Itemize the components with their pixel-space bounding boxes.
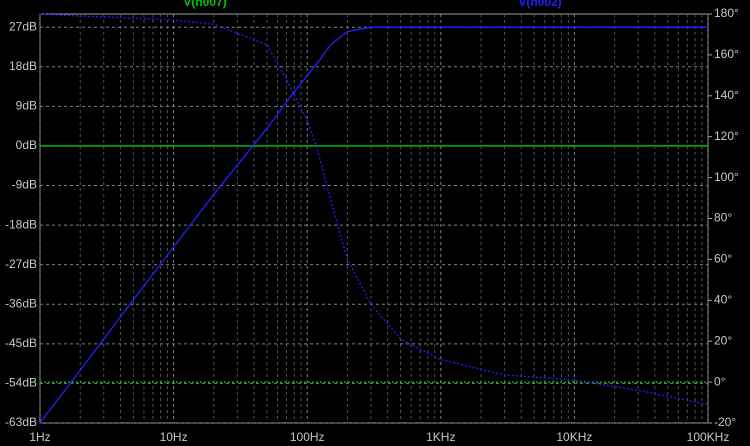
magnitude-line [39,26,708,424]
y2-tick-label: 40° [714,292,732,306]
y-tick-label: -54dB [5,376,37,390]
x-tick-label: 10KHz [556,430,592,444]
y2-tick-label: 80° [714,211,732,225]
y-tick-label: -63dB [5,415,37,429]
y2-tick-label: 120° [714,129,739,143]
y-tick-label: -27dB [5,257,37,271]
x-tick-label: 100Hz [290,430,325,444]
x-tick-label: 1KHz [426,430,455,444]
y2-tick-label: 160° [714,47,739,61]
y-tick-label: -45dB [5,336,37,350]
y-tick-label: 0dB [16,138,37,152]
x-tick-label: 10Hz [160,430,188,444]
y2-tick-label: 60° [714,252,732,266]
plot-frame [39,13,709,424]
phase-line [39,13,709,406]
y2-tick-label: 20° [714,333,732,347]
y-tick-label: 9dB [16,99,37,113]
legend-label: V(n007) [183,0,226,9]
x-tick-label: 100KHz [687,430,730,444]
y-tick-label: -9dB [12,178,37,192]
y2-tick-label: -20° [714,415,736,429]
y2-tick-label: 100° [714,170,739,184]
y2-tick-label: 0° [714,374,726,388]
x-tick-label: 1Hz [29,430,50,444]
y-tick-label: -36dB [5,296,37,310]
legend-label: V(n002) [518,0,561,9]
y2-tick-label: 180° [714,6,739,20]
y2-tick-label: 140° [714,88,739,102]
y-tick-label: 18dB [9,59,37,73]
y-tick-label: 27dB [9,19,37,33]
y-tick-label: -18dB [5,217,37,231]
